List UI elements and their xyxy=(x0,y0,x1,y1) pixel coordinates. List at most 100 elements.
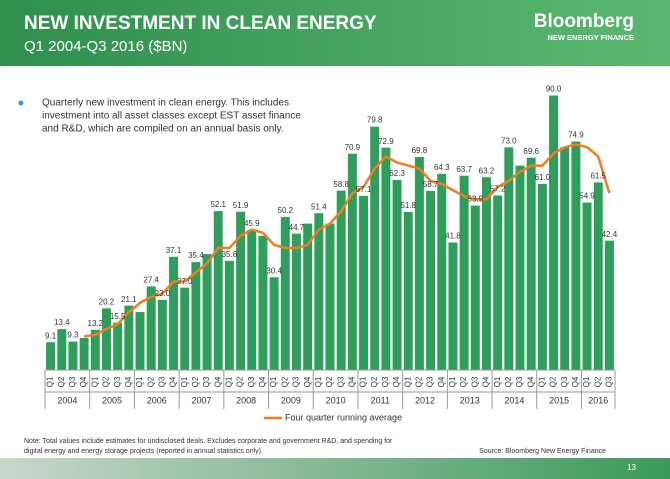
x-tick-label: Q3 xyxy=(470,376,479,387)
bar xyxy=(280,216,290,370)
bar xyxy=(57,329,67,370)
footer-band xyxy=(0,458,670,479)
x-tick-label: Q1 xyxy=(537,376,546,387)
group-label: 2013 xyxy=(460,395,480,405)
value-label: 63.7 xyxy=(456,165,472,174)
bar xyxy=(90,329,100,370)
bar xyxy=(336,190,346,370)
value-label: 35.4 xyxy=(188,251,204,260)
x-tick-label: Q2 xyxy=(593,376,602,387)
group-label: 2016 xyxy=(588,395,608,405)
value-label: 58.8 xyxy=(333,180,349,189)
header-band xyxy=(0,0,670,66)
value-label: 50.2 xyxy=(278,206,294,215)
value-label: 57.2 xyxy=(490,185,506,194)
value-label: 90.0 xyxy=(546,85,562,94)
bar xyxy=(102,308,111,370)
x-tick-label: Q2 xyxy=(146,376,155,387)
x-tick-label: Q2 xyxy=(236,376,245,387)
value-label: 72.9 xyxy=(378,137,394,146)
value-label: 61.5 xyxy=(590,172,606,181)
value-label: 73.0 xyxy=(501,136,517,145)
value-label: 41.8 xyxy=(445,232,461,241)
group-label: 2005 xyxy=(102,395,122,405)
value-label: 57.1 xyxy=(356,185,372,194)
x-tick-label: Q2 xyxy=(459,376,468,387)
legend-label: Four quarter running average xyxy=(285,412,402,422)
bar xyxy=(493,195,503,370)
x-tick-label: Q3 xyxy=(247,376,256,387)
x-tick-label: Q3 xyxy=(381,376,390,387)
x-tick-label: Q4 xyxy=(169,376,178,387)
bar xyxy=(604,240,614,370)
bullet-dot xyxy=(18,100,24,106)
x-tick-label: Q2 xyxy=(370,376,379,387)
bar xyxy=(414,157,424,370)
footnote: digital energy and energy storage projec… xyxy=(24,448,263,455)
group-label: 2009 xyxy=(281,395,301,405)
x-tick-label: Q2 xyxy=(504,376,513,387)
bar xyxy=(191,262,201,370)
bullet-text: and R&D, which are compiled on an annual… xyxy=(42,124,284,135)
value-label: 27.4 xyxy=(143,276,159,285)
x-tick-label: Q3 xyxy=(292,376,301,387)
bar xyxy=(504,147,514,370)
logo: Bloomberg xyxy=(534,11,634,32)
bar xyxy=(359,195,368,370)
value-label: 35.8 xyxy=(222,250,238,259)
bullet-text: Quarterly new investment in clean energy… xyxy=(42,98,289,109)
bar xyxy=(347,153,357,370)
value-label: 30.4 xyxy=(266,266,282,275)
bar xyxy=(593,182,603,370)
group-label: 2006 xyxy=(147,395,167,405)
x-tick-label: Q3 xyxy=(113,376,122,387)
group-label: 2007 xyxy=(191,395,211,405)
value-label: 23.0 xyxy=(155,289,171,298)
x-tick-label: Q2 xyxy=(325,376,334,387)
value-label: 69.8 xyxy=(412,146,428,155)
bar xyxy=(582,202,592,370)
x-tick-label: Q4 xyxy=(482,376,491,387)
x-tick-label: Q1 xyxy=(493,376,502,387)
x-tick-label: Q3 xyxy=(336,376,345,387)
value-label: 52.1 xyxy=(210,200,226,209)
value-label: 51.9 xyxy=(233,201,249,210)
footnote: Note: Total values include estimates for… xyxy=(24,438,393,445)
value-label: 61.0 xyxy=(535,173,551,182)
x-tick-label: Q2 xyxy=(191,376,200,387)
bar xyxy=(515,165,525,370)
x-tick-label: Q1 xyxy=(448,376,457,387)
group-label: 2010 xyxy=(326,395,346,405)
x-tick-label: Q4 xyxy=(526,376,535,387)
x-tick-label: Q1 xyxy=(403,376,412,387)
x-tick-label: Q1 xyxy=(269,376,278,387)
subtitle: Q1 2004-Q3 2016 ($BN) xyxy=(24,38,187,55)
x-tick-label: Q4 xyxy=(303,376,312,387)
title: NEW INVESTMENT IN CLEAN ENERGY xyxy=(24,13,377,34)
bar xyxy=(269,277,279,370)
bar xyxy=(180,287,190,370)
bar xyxy=(68,341,78,370)
group-label: 2014 xyxy=(504,395,524,405)
value-label: 58.7 xyxy=(423,180,439,189)
x-tick-label: Q2 xyxy=(102,376,111,387)
x-tick-label: Q2 xyxy=(549,376,558,387)
group-label: 2011 xyxy=(371,395,390,405)
bar xyxy=(459,175,469,370)
bar xyxy=(224,260,234,370)
x-tick-label: Q1 xyxy=(314,376,323,387)
value-label: 69.6 xyxy=(523,147,539,156)
x-tick-label: Q1 xyxy=(135,376,144,387)
bar xyxy=(571,141,581,370)
value-label: 42.4 xyxy=(602,230,618,239)
value-label: 54.9 xyxy=(579,192,595,201)
value-label: 51.8 xyxy=(400,201,416,210)
source: Source: Bloomberg New Energy Finance xyxy=(479,448,606,455)
value-label: 44.7 xyxy=(289,223,305,232)
bar xyxy=(202,254,212,370)
x-tick-label: Q3 xyxy=(605,376,614,387)
running-average-line xyxy=(83,143,611,338)
x-tick-label: Q3 xyxy=(426,376,435,387)
